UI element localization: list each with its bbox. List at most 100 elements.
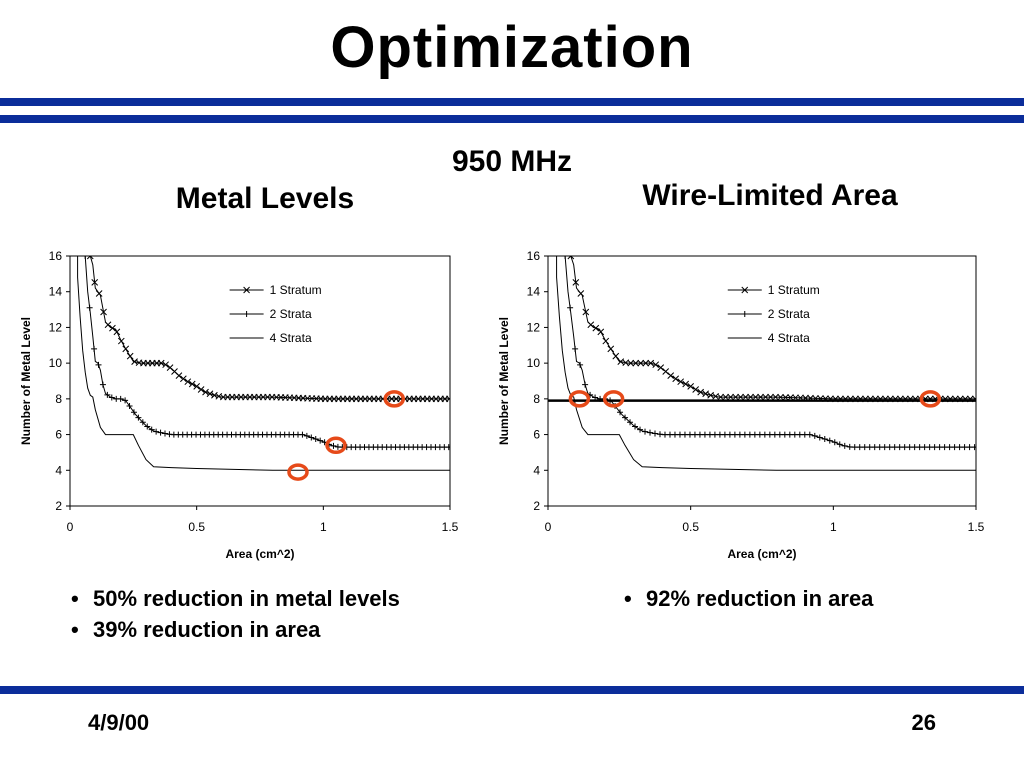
series-marker bbox=[941, 395, 949, 403]
series-marker bbox=[667, 372, 675, 379]
series-marker bbox=[821, 436, 828, 443]
y-tick-label: 2 bbox=[55, 499, 62, 513]
series-marker bbox=[175, 372, 183, 379]
x-tick-label: 0.5 bbox=[682, 520, 699, 534]
series-marker bbox=[867, 395, 874, 403]
series-marker bbox=[951, 395, 959, 403]
y-tick-label: 2 bbox=[533, 499, 540, 513]
series-marker bbox=[847, 395, 854, 403]
y-tick-label: 10 bbox=[527, 356, 541, 370]
y-tick-label: 8 bbox=[533, 392, 540, 406]
series-marker bbox=[792, 394, 799, 402]
series-marker bbox=[971, 444, 976, 451]
series-marker bbox=[842, 395, 849, 403]
series-marker bbox=[299, 431, 306, 438]
series-marker bbox=[446, 395, 450, 403]
series-marker bbox=[767, 393, 774, 401]
series-marker bbox=[797, 394, 804, 402]
series-marker bbox=[956, 395, 964, 403]
y-tick-label: 10 bbox=[49, 356, 63, 370]
series-marker bbox=[971, 395, 976, 403]
series-marker bbox=[897, 395, 904, 403]
legend-label: 2 Strata bbox=[270, 307, 312, 321]
x-axis-label: Area (cm^2) bbox=[225, 547, 294, 561]
series-marker bbox=[567, 256, 575, 260]
series-marker bbox=[777, 393, 784, 401]
series-line bbox=[77, 256, 450, 471]
y-tick-label: 12 bbox=[49, 320, 63, 334]
x-tick-label: 1 bbox=[830, 520, 837, 534]
series-marker bbox=[742, 393, 749, 401]
footer-rule bbox=[0, 686, 1024, 694]
series-marker bbox=[826, 437, 833, 444]
bullet-item: 92% reduction in area bbox=[620, 583, 873, 614]
series-marker bbox=[802, 394, 809, 402]
series-marker bbox=[747, 393, 754, 401]
slide-title: Optimization bbox=[330, 15, 694, 80]
series-marker bbox=[82, 256, 89, 259]
x-tick-label: 1.5 bbox=[442, 520, 459, 534]
series-marker bbox=[912, 395, 919, 403]
series-marker bbox=[122, 397, 129, 404]
series-marker bbox=[882, 395, 889, 403]
series-marker bbox=[857, 395, 864, 403]
series-marker bbox=[180, 375, 187, 383]
series-marker bbox=[104, 391, 111, 398]
series-marker bbox=[144, 423, 151, 430]
series-marker bbox=[135, 414, 142, 421]
series-marker bbox=[108, 394, 115, 401]
series-marker bbox=[697, 388, 705, 396]
series-marker bbox=[946, 395, 954, 403]
series-marker bbox=[966, 395, 974, 403]
series-marker bbox=[727, 393, 734, 401]
series-marker bbox=[662, 368, 670, 375]
series-marker bbox=[836, 441, 843, 448]
x-tick-label: 1.5 bbox=[968, 520, 985, 534]
series-marker bbox=[122, 345, 130, 353]
series-marker bbox=[837, 395, 844, 403]
series-marker bbox=[162, 361, 169, 369]
series-marker bbox=[816, 434, 823, 441]
series-marker bbox=[126, 352, 134, 360]
legend-marker bbox=[741, 286, 749, 294]
series-marker bbox=[672, 375, 680, 383]
x-axis-label: Area (cm^2) bbox=[727, 547, 796, 561]
series-marker bbox=[637, 426, 644, 433]
series-marker bbox=[153, 428, 160, 435]
series-marker bbox=[627, 419, 634, 426]
series-marker bbox=[782, 394, 789, 401]
series-marker bbox=[582, 308, 590, 316]
series-marker bbox=[637, 359, 645, 367]
series-marker bbox=[872, 395, 879, 403]
series-marker bbox=[642, 428, 649, 435]
series-marker bbox=[607, 345, 615, 353]
highlight-circle bbox=[568, 390, 591, 408]
bullet-list-right: 92% reduction in area bbox=[620, 583, 873, 614]
legend-marker bbox=[243, 311, 250, 317]
series-marker bbox=[657, 364, 665, 371]
series-line bbox=[556, 256, 976, 471]
series-marker bbox=[587, 321, 595, 329]
series-marker bbox=[687, 383, 695, 390]
series-marker bbox=[737, 393, 744, 401]
y-axis-label: Number of Metal Level bbox=[19, 317, 33, 445]
x-tick-label: 0.5 bbox=[188, 520, 205, 534]
series-marker bbox=[652, 430, 658, 437]
series-marker bbox=[317, 437, 324, 444]
series-marker bbox=[887, 395, 894, 403]
series-marker bbox=[445, 444, 450, 451]
series-marker bbox=[647, 429, 654, 436]
series-marker bbox=[602, 337, 610, 345]
series-marker bbox=[787, 394, 794, 401]
series-marker bbox=[627, 359, 635, 367]
series-marker bbox=[113, 328, 121, 336]
series-marker bbox=[647, 359, 655, 367]
series-marker bbox=[642, 359, 650, 367]
series-marker bbox=[104, 321, 112, 329]
series-marker bbox=[827, 395, 834, 403]
series-marker bbox=[702, 390, 710, 398]
series-marker bbox=[806, 431, 813, 438]
series-marker bbox=[148, 426, 155, 433]
series-marker bbox=[607, 397, 614, 404]
y-tick-label: 12 bbox=[527, 320, 541, 334]
